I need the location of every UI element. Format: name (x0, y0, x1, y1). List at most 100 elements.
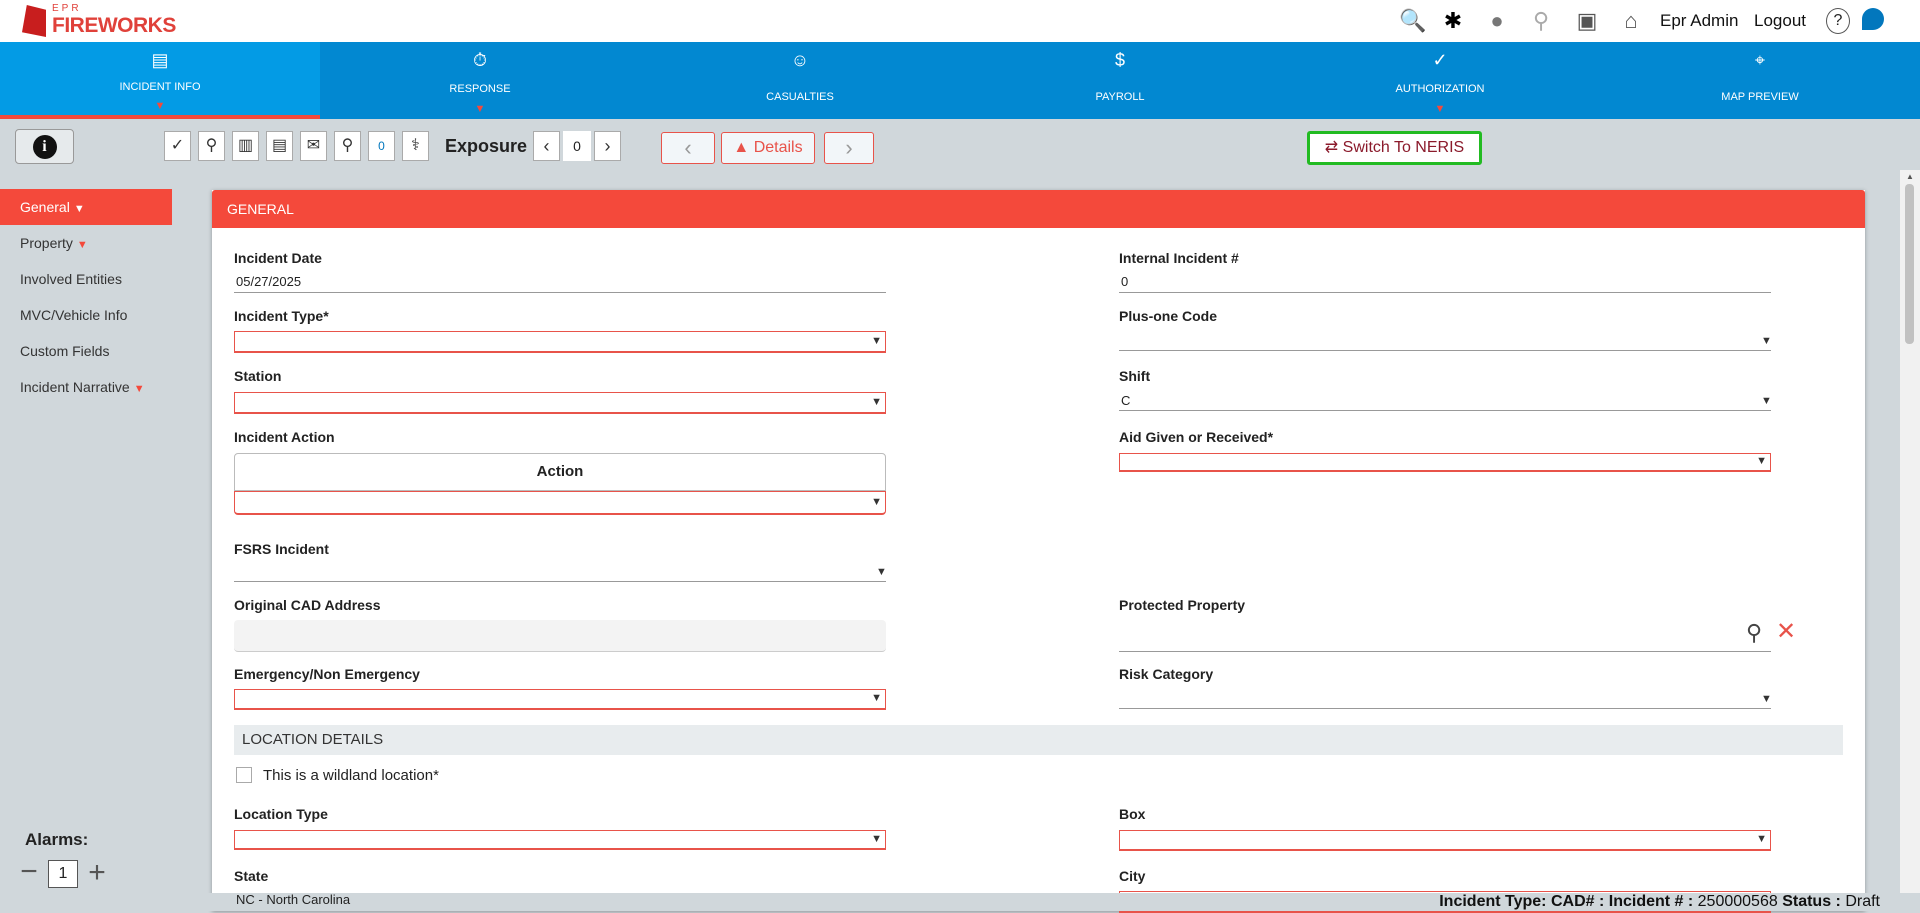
aid-label: Aid Given or Received* (1119, 429, 1274, 445)
comment-icon[interactable]: 0 (368, 131, 395, 161)
tab-map-preview[interactable]: ⌖ MAP PREVIEW (1600, 42, 1920, 119)
incident-date-input[interactable]: 05/27/2025 (236, 274, 302, 289)
switch-to-neris-button[interactable]: ⇄ Switch To NERIS (1307, 131, 1482, 165)
paperclip-icon[interactable]: ⚲ (198, 131, 225, 161)
incident-action-select[interactable]: ▼ (234, 491, 886, 515)
sidebar-item-general[interactable]: General ▼ (0, 189, 172, 225)
clipboard-icon[interactable]: ▤ (266, 131, 293, 161)
alarms-decrement-button[interactable]: − (20, 855, 38, 888)
cad-address-label: Original CAD Address (234, 597, 381, 613)
chevron-down-icon: ▼ (1756, 833, 1767, 845)
plus-one-select[interactable] (1119, 350, 1771, 351)
emergency-select[interactable]: ▼ (234, 689, 886, 710)
stethoscope-icon[interactable]: ⚕ (402, 131, 429, 161)
document-search-icon[interactable]: 🔍 (1399, 8, 1427, 33)
action-column-header: Action (234, 453, 886, 491)
top-bar: EPR FIREWORKS 🔍 ✱ ● ⚲ ▣ ⌂ Epr Admin Logou… (0, 0, 1920, 42)
incident-type-select[interactable]: ▼ (234, 331, 886, 353)
status-bar: Incident Type: CAD# : Incident # : 25000… (0, 893, 1920, 911)
exposure-prev-button[interactable]: ‹ (533, 131, 560, 161)
thumbs-down-icon: ▼ (474, 103, 486, 115)
info-button[interactable]: i (15, 129, 74, 164)
incident-action-label: Incident Action (234, 429, 335, 445)
wildland-label: This is a wildland location* (263, 767, 439, 784)
logout-link[interactable]: Logout (1754, 11, 1806, 30)
user-name[interactable]: Epr Admin (1660, 11, 1739, 30)
general-form-card (212, 190, 1865, 911)
trash-icon[interactable]: ▥ (232, 131, 259, 161)
shift-select[interactable]: C (1121, 393, 1131, 408)
chat-icon[interactable] (1862, 8, 1884, 30)
sidebar-item-property[interactable]: Property ▼ (20, 235, 88, 251)
chevron-down-icon: ▼ (871, 692, 882, 704)
location-type-select[interactable]: ▼ (234, 830, 886, 850)
search-icon[interactable]: ⚲ (1532, 8, 1550, 33)
sidebar-item-involved-entities[interactable]: Involved Entities (20, 271, 122, 287)
tab-payroll[interactable]: $ PAYROLL (960, 42, 1280, 119)
presentation-icon[interactable]: ▣ (1576, 8, 1598, 33)
search-icon[interactable]: ⚲ (1746, 620, 1763, 645)
wildland-checkbox[interactable] (236, 767, 252, 783)
risk-category-label: Risk Category (1119, 666, 1214, 682)
chevron-down-icon: ▼ (871, 396, 882, 408)
state-label: State (234, 868, 269, 884)
shift-label: Shift (1119, 368, 1151, 384)
chevron-down-icon: ▼ (1761, 335, 1772, 347)
protected-property-input[interactable] (1119, 651, 1771, 652)
check-icon[interactable]: ✓ (164, 131, 191, 161)
scrollbar[interactable]: ▲ (1900, 170, 1920, 893)
emergency-label: Emergency/Non Emergency (234, 666, 420, 682)
details-button[interactable]: ▲ Details (721, 132, 815, 164)
state-select[interactable]: NC - North Carolina (236, 892, 351, 907)
protected-property-label: Protected Property (1119, 597, 1246, 613)
section-header: GENERAL (212, 190, 1865, 228)
exposure-value[interactable]: 0 (563, 131, 591, 161)
internal-incident-input[interactable]: 0 (1121, 274, 1129, 289)
sidebar-item-custom-fields[interactable]: Custom Fields (20, 343, 110, 359)
money-hand-icon: $ (1114, 50, 1125, 70)
search-icon[interactable]: ⚲ (334, 131, 361, 161)
fsrs-select[interactable] (234, 581, 886, 582)
station-select[interactable]: ▼ (234, 392, 886, 414)
tab-incident-info[interactable]: ▤ INCIDENT INFO ▼ (0, 42, 320, 119)
map-pin-icon: ⌖ (1754, 50, 1766, 70)
stopwatch-icon: ⏱ (472, 50, 488, 70)
tab-response[interactable]: ⏱ RESPONSE ▼ (320, 42, 640, 119)
next-button[interactable]: › (824, 132, 874, 164)
incident-type-label: Incident Type* (234, 308, 329, 324)
box-label: Box (1119, 806, 1146, 822)
alarms-increment-button[interactable]: + (88, 856, 106, 889)
info-icon: i (32, 135, 57, 159)
tab-casualties[interactable]: ☺ CASUALTIES (640, 42, 960, 119)
plus-one-label: Plus-one Code (1119, 308, 1218, 324)
previous-button[interactable]: ‹ (661, 132, 715, 164)
risk-category-select[interactable] (1119, 708, 1771, 709)
logo[interactable]: EPR FIREWORKS (22, 3, 176, 39)
incident-date-label: Incident Date (234, 250, 322, 266)
chevron-down-icon: ▼ (871, 833, 882, 845)
thumbs-down-icon: ▼ (154, 100, 166, 112)
location-details-header: LOCATION DETAILS (234, 725, 1843, 755)
star-of-life-icon[interactable]: ✱ (1443, 8, 1463, 33)
home-icon[interactable]: ⌂ (1624, 8, 1638, 33)
warning-icon: ▲ (733, 139, 750, 156)
exposure-next-button[interactable]: › (594, 131, 621, 161)
close-icon[interactable]: ✕ (1776, 618, 1797, 645)
chevron-down-icon: ▼ (1761, 693, 1772, 705)
alarms-input[interactable]: 1 (48, 860, 78, 888)
sidebar-item-incident-narrative[interactable]: Incident Narrative ▼ (20, 379, 145, 395)
main-nav: ▤ INCIDENT INFO ▼ ⏱ RESPONSE ▼ ☺ CASUALTIES $… (0, 42, 1920, 119)
envelope-icon[interactable]: ✉ (300, 131, 327, 161)
cad-address-input[interactable] (234, 620, 886, 652)
chevron-down-icon: ▼ (1761, 395, 1772, 407)
bell-icon[interactable]: ● (1490, 8, 1504, 33)
station-label: Station (234, 368, 282, 384)
aid-select[interactable]: ▼ (1119, 453, 1771, 472)
sidebar: General ▼ Property ▼ Involved Entities MVC… (0, 170, 172, 911)
box-select[interactable]: ▼ (1119, 830, 1771, 851)
tab-authorization[interactable]: ✓ AUTHORIZATION ▼ (1280, 42, 1600, 119)
sidebar-item-mvc-vehicle-info[interactable]: MVC/Vehicle Info (20, 307, 128, 323)
chevron-down-icon: ▼ (876, 566, 887, 578)
alarms-label: Alarms: (25, 830, 89, 849)
help-icon[interactable]: ? (1826, 8, 1850, 34)
